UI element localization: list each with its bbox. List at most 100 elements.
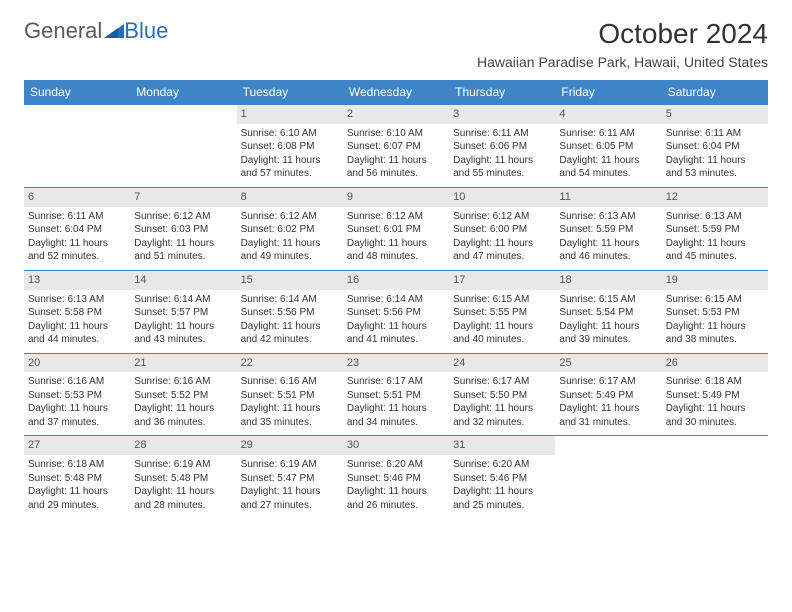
daylight-text: Daylight: 11 hours and 48 minutes. (347, 237, 445, 264)
daylight-text: Daylight: 11 hours and 49 minutes. (241, 237, 339, 264)
daylight-text: Daylight: 11 hours and 35 minutes. (241, 402, 339, 429)
weekday-header: Thursday (449, 80, 555, 105)
sunset-text: Sunset: 5:54 PM (559, 306, 657, 320)
calendar-week: 27Sunrise: 6:18 AMSunset: 5:48 PMDayligh… (24, 436, 768, 518)
sunrise-text: Sunrise: 6:16 AM (134, 375, 232, 389)
daylight-text: Daylight: 11 hours and 31 minutes. (559, 402, 657, 429)
day-number: 10 (449, 188, 555, 207)
daylight-text: Daylight: 11 hours and 34 minutes. (347, 402, 445, 429)
daylight-text: Daylight: 11 hours and 43 minutes. (134, 320, 232, 347)
sunset-text: Sunset: 5:55 PM (453, 306, 551, 320)
sunrise-text: Sunrise: 6:15 AM (666, 293, 764, 307)
day-number: 19 (662, 271, 768, 290)
sunrise-text: Sunrise: 6:12 AM (134, 210, 232, 224)
day-number: 28 (130, 436, 236, 455)
sunrise-text: Sunrise: 6:20 AM (347, 458, 445, 472)
location: Hawaiian Paradise Park, Hawaii, United S… (477, 54, 768, 70)
sunrise-text: Sunrise: 6:11 AM (666, 127, 764, 141)
daylight-text: Daylight: 11 hours and 46 minutes. (559, 237, 657, 264)
calendar-week: 6Sunrise: 6:11 AMSunset: 6:04 PMDaylight… (24, 187, 768, 270)
sunset-text: Sunset: 5:53 PM (28, 389, 126, 403)
sunrise-text: Sunrise: 6:18 AM (666, 375, 764, 389)
day-number: 26 (662, 354, 768, 373)
day-number: 7 (130, 188, 236, 207)
sunset-text: Sunset: 6:03 PM (134, 223, 232, 237)
calendar-day: 13Sunrise: 6:13 AMSunset: 5:58 PMDayligh… (24, 270, 130, 353)
calendar-day: 22Sunrise: 6:16 AMSunset: 5:51 PMDayligh… (237, 353, 343, 436)
calendar-day: 27Sunrise: 6:18 AMSunset: 5:48 PMDayligh… (24, 436, 130, 518)
sunrise-text: Sunrise: 6:14 AM (134, 293, 232, 307)
daylight-text: Daylight: 11 hours and 44 minutes. (28, 320, 126, 347)
calendar-day: 21Sunrise: 6:16 AMSunset: 5:52 PMDayligh… (130, 353, 236, 436)
daylight-text: Daylight: 11 hours and 56 minutes. (347, 154, 445, 181)
daylight-text: Daylight: 11 hours and 27 minutes. (241, 485, 339, 512)
calendar-day: 11Sunrise: 6:13 AMSunset: 5:59 PMDayligh… (555, 187, 661, 270)
calendar-empty (555, 436, 661, 518)
weekday-header: Saturday (662, 80, 768, 105)
sunset-text: Sunset: 6:07 PM (347, 140, 445, 154)
day-number: 9 (343, 188, 449, 207)
daylight-text: Daylight: 11 hours and 37 minutes. (28, 402, 126, 429)
daylight-text: Daylight: 11 hours and 32 minutes. (453, 402, 551, 429)
calendar-day: 24Sunrise: 6:17 AMSunset: 5:50 PMDayligh… (449, 353, 555, 436)
day-number: 3 (449, 105, 555, 124)
sunrise-text: Sunrise: 6:13 AM (28, 293, 126, 307)
calendar-day: 10Sunrise: 6:12 AMSunset: 6:00 PMDayligh… (449, 187, 555, 270)
sunrise-text: Sunrise: 6:19 AM (241, 458, 339, 472)
sunrise-text: Sunrise: 6:10 AM (241, 127, 339, 141)
sunset-text: Sunset: 5:57 PM (134, 306, 232, 320)
sunrise-text: Sunrise: 6:17 AM (347, 375, 445, 389)
day-number: 12 (662, 188, 768, 207)
calendar-day: 1Sunrise: 6:10 AMSunset: 6:08 PMDaylight… (237, 105, 343, 188)
weekday-header: Monday (130, 80, 236, 105)
daylight-text: Daylight: 11 hours and 54 minutes. (559, 154, 657, 181)
calendar-week: 1Sunrise: 6:10 AMSunset: 6:08 PMDaylight… (24, 105, 768, 188)
sunrise-text: Sunrise: 6:12 AM (453, 210, 551, 224)
sunrise-text: Sunrise: 6:16 AM (28, 375, 126, 389)
calendar-empty (662, 436, 768, 518)
sunset-text: Sunset: 5:53 PM (666, 306, 764, 320)
sunset-text: Sunset: 5:48 PM (134, 472, 232, 486)
calendar-day: 4Sunrise: 6:11 AMSunset: 6:05 PMDaylight… (555, 105, 661, 188)
sunrise-text: Sunrise: 6:12 AM (347, 210, 445, 224)
sunset-text: Sunset: 6:06 PM (453, 140, 551, 154)
sunrise-text: Sunrise: 6:11 AM (453, 127, 551, 141)
header: General Blue October 2024 Hawaiian Parad… (24, 18, 768, 70)
calendar-week: 13Sunrise: 6:13 AMSunset: 5:58 PMDayligh… (24, 270, 768, 353)
day-number: 18 (555, 271, 661, 290)
logo-text-1: General (24, 18, 102, 44)
sunset-text: Sunset: 5:51 PM (347, 389, 445, 403)
day-number: 21 (130, 354, 236, 373)
daylight-text: Daylight: 11 hours and 51 minutes. (134, 237, 232, 264)
sunset-text: Sunset: 5:59 PM (666, 223, 764, 237)
sunset-text: Sunset: 5:56 PM (241, 306, 339, 320)
calendar-day: 3 Sunrise: 6:11 AMSunset: 6:06 PMDaylight… (449, 105, 555, 188)
daylight-text: Daylight: 11 hours and 25 minutes. (453, 485, 551, 512)
day-number: 25 (555, 354, 661, 373)
sunset-text: Sunset: 5:47 PM (241, 472, 339, 486)
sunrise-text: Sunrise: 6:10 AM (347, 127, 445, 141)
day-number: 31 (449, 436, 555, 455)
sunset-text: Sunset: 5:52 PM (134, 389, 232, 403)
day-number: 29 (237, 436, 343, 455)
calendar-day: 6Sunrise: 6:11 AMSunset: 6:04 PMDaylight… (24, 187, 130, 270)
sunrise-text: Sunrise: 6:13 AM (559, 210, 657, 224)
sunset-text: Sunset: 5:46 PM (347, 472, 445, 486)
sunrise-text: Sunrise: 6:20 AM (453, 458, 551, 472)
day-number: 30 (343, 436, 449, 455)
daylight-text: Daylight: 11 hours and 38 minutes. (666, 320, 764, 347)
calendar-day: 19 Sunrise: 6:15 AMSunset: 5:53 PMDayligh… (662, 270, 768, 353)
daylight-text: Daylight: 11 hours and 28 minutes. (134, 485, 232, 512)
sunrise-text: Sunrise: 6:15 AM (453, 293, 551, 307)
daylight-text: Daylight: 11 hours and 26 minutes. (347, 485, 445, 512)
sunrise-text: Sunrise: 6:12 AM (241, 210, 339, 224)
sunset-text: Sunset: 5:50 PM (453, 389, 551, 403)
weekday-header: Friday (555, 80, 661, 105)
calendar-day: 23Sunrise: 6:17 AMSunset: 5:51 PMDayligh… (343, 353, 449, 436)
calendar-head: SundayMondayTuesdayWednesdayThursdayFrid… (24, 80, 768, 105)
calendar-table: SundayMondayTuesdayWednesdayThursdayFrid… (24, 80, 768, 518)
weekday-row: SundayMondayTuesdayWednesdayThursdayFrid… (24, 80, 768, 105)
sunrise-text: Sunrise: 6:17 AM (559, 375, 657, 389)
daylight-text: Daylight: 11 hours and 55 minutes. (453, 154, 551, 181)
sunrise-text: Sunrise: 6:19 AM (134, 458, 232, 472)
